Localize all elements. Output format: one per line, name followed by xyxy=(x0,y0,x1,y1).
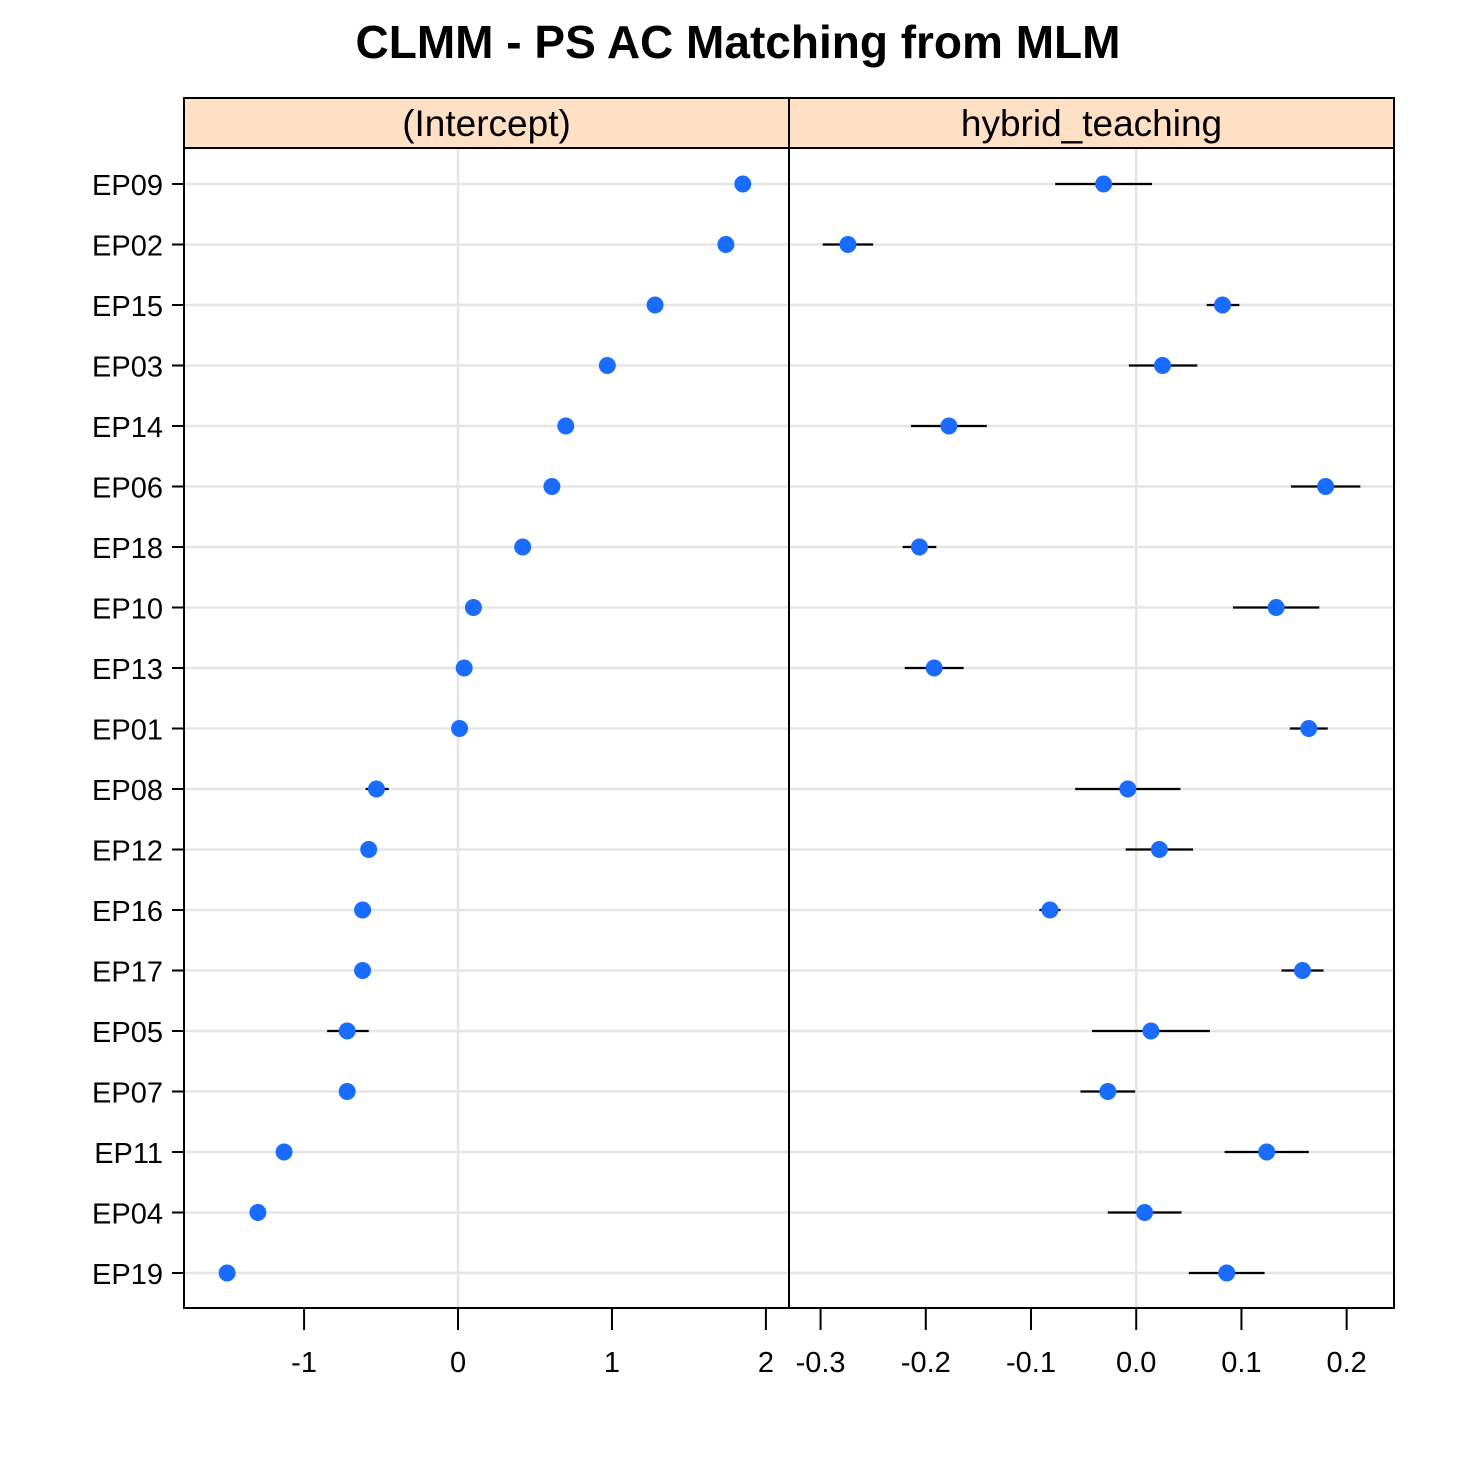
y-category-label: EP18 xyxy=(92,533,163,565)
data-point xyxy=(367,780,385,798)
y-category-label: EP16 xyxy=(92,896,163,928)
x-tick-label: 1 xyxy=(604,1347,620,1379)
data-point xyxy=(925,659,943,677)
y-category-label: EP03 xyxy=(92,352,163,384)
data-point xyxy=(1154,357,1172,374)
x-tick-label: 2 xyxy=(758,1347,774,1379)
data-point xyxy=(646,296,664,314)
x-tick-label: -1 xyxy=(291,1347,317,1379)
y-category-label: EP05 xyxy=(92,1017,163,1049)
x-tick-label: 0.1 xyxy=(1221,1347,1261,1379)
data-point xyxy=(717,236,735,253)
data-layer xyxy=(218,175,1361,1282)
x-tick-label: 0 xyxy=(450,1347,466,1379)
y-category-label: EP13 xyxy=(92,654,163,686)
y-category-label: EP09 xyxy=(92,170,163,202)
data-point xyxy=(360,841,378,858)
x-tick-label: 0.0 xyxy=(1116,1347,1156,1379)
data-point xyxy=(455,659,473,677)
data-point xyxy=(354,901,372,919)
data-point xyxy=(1293,962,1311,979)
y-category-label: EP19 xyxy=(92,1259,163,1291)
data-point xyxy=(249,1204,267,1221)
y-category-label: EP02 xyxy=(92,231,163,263)
data-point xyxy=(218,1264,236,1282)
data-point xyxy=(1258,1143,1276,1161)
data-point xyxy=(910,538,928,556)
y-category-label: EP06 xyxy=(92,473,163,505)
y-category-label: EP11 xyxy=(94,1138,163,1170)
data-point xyxy=(1218,1264,1236,1282)
panel-strip-label: hybrid_teaching xyxy=(961,103,1222,144)
data-point xyxy=(598,357,616,374)
data-point xyxy=(1267,599,1285,616)
data-point xyxy=(464,599,482,616)
x-tick-label: -0.1 xyxy=(1006,1347,1056,1379)
strip-layer: (Intercept) hybrid_teaching xyxy=(184,98,1394,148)
label-layer: -1 0 1 2 -0.3 -0.2 -0.1 0.0 0.1 0.2 EP09 EP02 EP15 EP… xyxy=(92,170,1367,1379)
data-point xyxy=(1095,175,1113,193)
data-point xyxy=(354,962,372,979)
panel-strip xyxy=(789,98,1394,148)
data-point xyxy=(1119,780,1137,798)
x-tick-label: 0.2 xyxy=(1326,1347,1366,1379)
data-point xyxy=(734,175,752,193)
data-point xyxy=(940,417,958,435)
panel-strip-label: (Intercept) xyxy=(402,103,571,144)
y-category-label: EP12 xyxy=(92,836,163,868)
x-tick-label: -0.3 xyxy=(796,1347,846,1379)
data-point xyxy=(1041,901,1059,919)
y-category-label: EP15 xyxy=(92,291,163,323)
data-point xyxy=(275,1143,293,1161)
data-point xyxy=(1300,720,1318,737)
grid-layer xyxy=(184,148,1394,1308)
data-point xyxy=(839,236,857,253)
data-point xyxy=(1136,1204,1154,1221)
data-point xyxy=(338,1083,356,1100)
y-category-label: EP01 xyxy=(92,715,163,747)
data-point xyxy=(514,538,532,556)
data-point xyxy=(338,1022,356,1040)
y-category-label: EP10 xyxy=(92,594,163,626)
x-tick-label: -0.2 xyxy=(901,1347,951,1379)
y-category-label: EP04 xyxy=(92,1199,163,1231)
frame-layer xyxy=(172,97,1395,1330)
data-point xyxy=(1142,1022,1160,1040)
data-point xyxy=(1099,1083,1117,1100)
data-point xyxy=(451,720,469,737)
chart-title: CLMM - PS AC Matching from MLM xyxy=(356,16,1121,68)
data-point xyxy=(543,478,561,495)
y-category-label: EP17 xyxy=(92,957,163,989)
data-point xyxy=(557,417,575,435)
panel-strip xyxy=(184,98,789,148)
data-point xyxy=(1150,841,1168,858)
data-point xyxy=(1317,478,1335,495)
y-category-label: EP07 xyxy=(92,1078,163,1110)
y-category-label: EP14 xyxy=(92,412,163,444)
data-point xyxy=(1213,296,1231,314)
y-category-label: EP08 xyxy=(92,775,163,807)
